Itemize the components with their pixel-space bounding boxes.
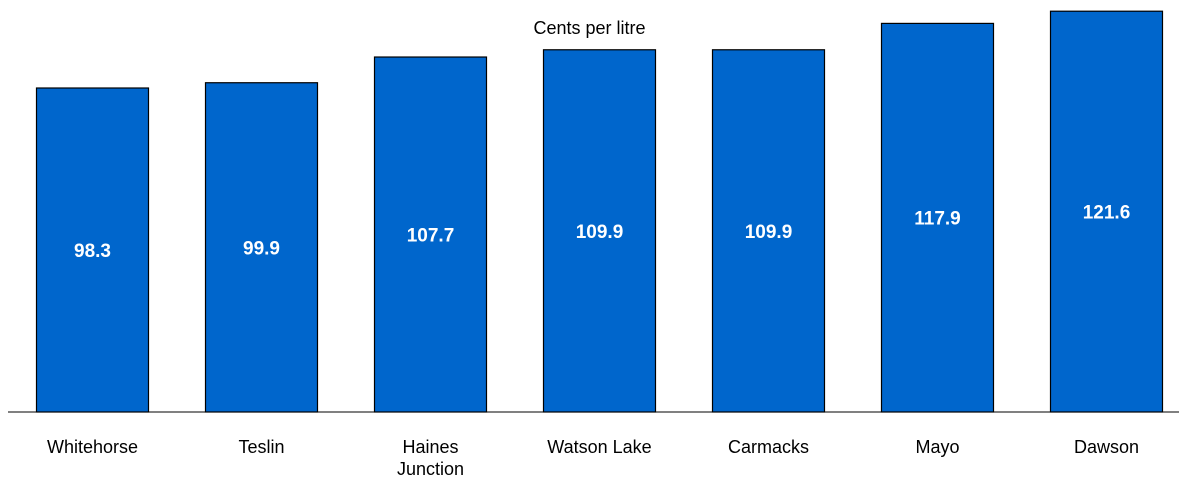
category-label-3: Watson Lake <box>547 437 651 457</box>
bar-0 <box>35 87 150 413</box>
bar-5 <box>880 22 995 413</box>
chart-title: Cents per litre <box>533 18 646 38</box>
category-label-1: Teslin <box>238 437 284 457</box>
bar-6 <box>1049 10 1164 413</box>
category-label-4: Carmacks <box>728 437 809 457</box>
data-label-0: 98.3 <box>74 241 111 262</box>
bar-3 <box>542 49 657 413</box>
category-label-5: Mayo <box>915 437 959 457</box>
bar-2 <box>373 56 488 413</box>
data-label-4: 109.9 <box>745 222 793 243</box>
bar-4 <box>711 49 826 413</box>
data-label-5: 117.9 <box>914 209 961 230</box>
data-label-6: 121.6 <box>1083 203 1131 224</box>
category-label-0: Whitehorse <box>47 437 138 457</box>
category-label-6: Dawson <box>1074 437 1139 457</box>
data-label-2: 107.7 <box>407 226 455 247</box>
category-label-2: Haines Junction <box>397 437 464 479</box>
data-label-1: 99.9 <box>243 238 280 259</box>
data-label-3: 109.9 <box>576 222 624 243</box>
